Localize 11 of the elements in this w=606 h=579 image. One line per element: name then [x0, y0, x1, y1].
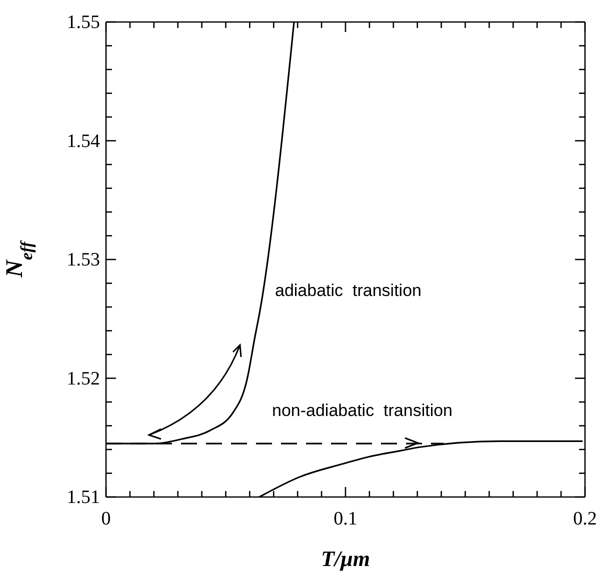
y-tick-label: 1.55	[66, 12, 100, 34]
annotation: adiabatic transition	[275, 280, 422, 300]
y-tick-label: 1.53	[66, 250, 100, 271]
x-axis-title: T/μm	[321, 546, 370, 571]
y-tick-label: 1.51	[66, 487, 100, 508]
x-tick-label: 0	[101, 508, 111, 530]
annotation: non-adiabatic transition	[272, 400, 453, 420]
y-tick-label: 1.52	[66, 368, 100, 390]
x-tick-label: 0.1	[334, 508, 358, 530]
y-tick-label: 1.54	[66, 130, 100, 152]
x-tick-label: 0.2	[573, 508, 597, 530]
